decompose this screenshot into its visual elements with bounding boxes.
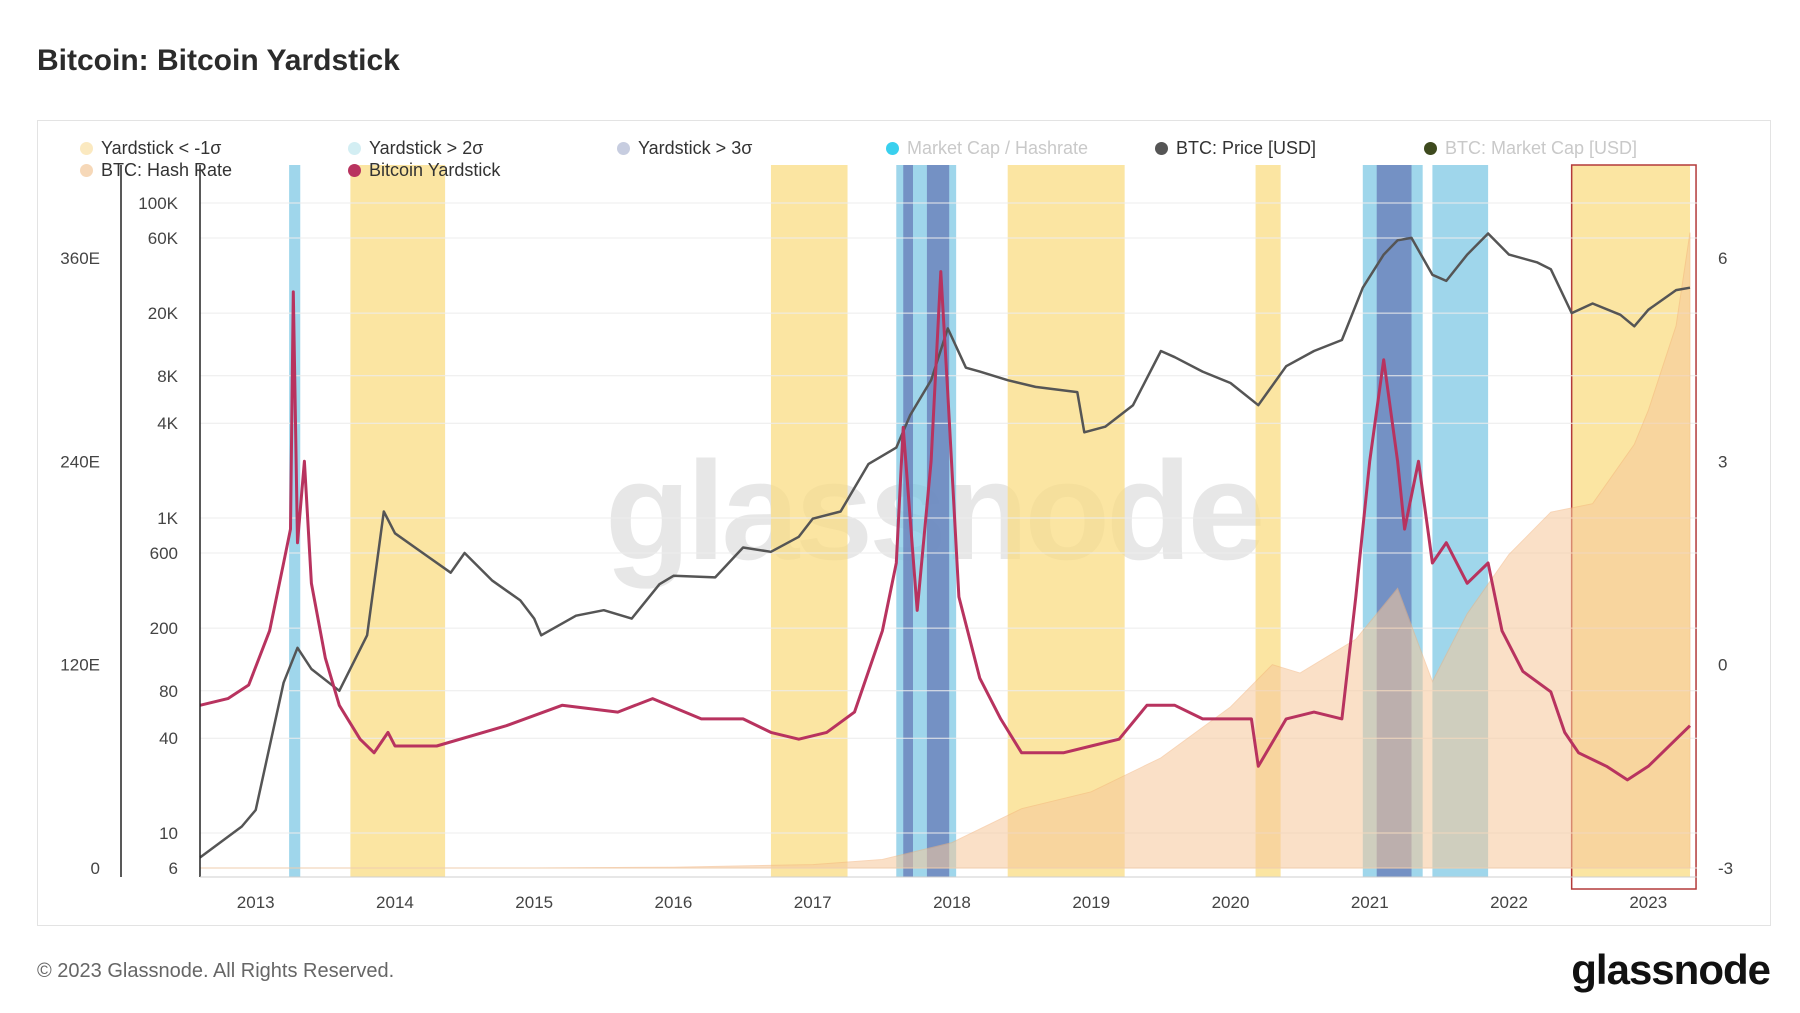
legend-swatch — [80, 164, 93, 177]
hashrate-tick-label: 360E — [60, 249, 100, 268]
band-above-3sigma — [903, 165, 913, 877]
legend-label: Bitcoin Yardstick — [369, 160, 501, 180]
legend: Yardstick < -1σ Yardstick > 2σ Yardstick >… — [80, 138, 1680, 184]
yardstick-tick-label: -3 — [1718, 859, 1733, 878]
x-tick-label: 2022 — [1490, 893, 1528, 912]
legend-swatch — [348, 164, 361, 177]
x-tick-label: 2016 — [655, 893, 693, 912]
axes-layer: 2013 2014 2015 2016 2017 2018 2019 2020 2021 2022… — [60, 165, 1733, 912]
bitcoin-yardstick-line — [199, 270, 1692, 782]
legend-item[interactable]: Yardstick > 2σ — [348, 138, 483, 159]
x-tick-label: 2014 — [376, 893, 414, 912]
legend-label: Market Cap / Hashrate — [907, 138, 1089, 158]
legend-item[interactable]: BTC: Price [USD] — [1155, 138, 1316, 159]
band-above-2sigma — [289, 165, 301, 877]
price-tick-label: 40 — [159, 729, 178, 748]
legend-label: Yardstick < -1σ — [101, 138, 222, 158]
legend-label: BTC: Hash Rate — [101, 160, 233, 180]
copyright-text: © 2023 Glassnode. All Rights Reserved. — [37, 960, 395, 982]
band-below-minus-1sigma — [1007, 165, 1125, 877]
legend-label: Yardstick > 3σ — [638, 138, 753, 158]
price-tick-label: 60K — [148, 229, 179, 248]
legend-swatch — [80, 142, 93, 155]
price-tick-label: 4K — [157, 414, 178, 433]
hash-rate-area — [200, 232, 1691, 869]
band-below-minus-1sigma — [770, 165, 848, 877]
x-tick-label: 2018 — [933, 893, 971, 912]
yardstick-tick-label: 6 — [1718, 249, 1727, 268]
legend-item[interactable]: BTC: Market Cap [USD] — [1424, 138, 1637, 159]
series-layer — [199, 232, 1692, 869]
price-tick-label: 8K — [157, 367, 178, 386]
legend-item[interactable]: Bitcoin Yardstick — [348, 160, 500, 181]
legend-label: BTC: Market Cap [USD] — [1445, 138, 1638, 158]
chart-panel — [37, 120, 1771, 926]
legend-item[interactable]: BTC: Hash Rate — [80, 160, 232, 181]
price-tick-label: 1K — [157, 509, 178, 528]
price-tick-label: 600 — [150, 544, 178, 563]
band-below-minus-1sigma — [350, 165, 446, 877]
legend-item[interactable]: Yardstick > 3σ — [617, 138, 752, 159]
yardstick-tick-label: 3 — [1718, 452, 1727, 471]
legend-swatch — [348, 142, 361, 155]
x-tick-label: 2021 — [1351, 893, 1389, 912]
legend-label: Yardstick > 2σ — [369, 138, 484, 158]
legend-swatch — [617, 142, 630, 155]
legend-item[interactable]: Yardstick < -1σ — [80, 138, 221, 159]
x-tick-label: 2015 — [515, 893, 553, 912]
chart-title: Bitcoin: Bitcoin Yardstick — [37, 44, 400, 77]
price-tick-label: 80 — [159, 682, 178, 701]
legend-swatch — [886, 142, 899, 155]
hashrate-tick-label: 120E — [60, 656, 100, 675]
x-tick-label: 2019 — [1072, 893, 1110, 912]
legend-swatch — [1155, 142, 1168, 155]
price-tick-label: 10 — [159, 824, 178, 843]
yardstick-tick-label: 0 — [1718, 656, 1727, 675]
glassnode-logo: glassnode — [1571, 946, 1771, 993]
x-tick-label: 2013 — [237, 893, 275, 912]
btc-price-line — [199, 232, 1691, 859]
band-above-3sigma — [926, 165, 950, 877]
price-tick-label: 200 — [150, 619, 178, 638]
x-tick-label: 2020 — [1212, 893, 1250, 912]
price-tick-label: 6 — [169, 859, 178, 878]
legend-item[interactable]: Market Cap / Hashrate — [886, 138, 1088, 159]
price-tick-label: 20K — [148, 304, 179, 323]
hashrate-tick-label: 0 — [91, 859, 100, 878]
legend-label: BTC: Price [USD] — [1176, 138, 1317, 158]
legend-swatch — [1424, 142, 1437, 155]
x-tick-label: 2023 — [1629, 893, 1667, 912]
hashrate-tick-label: 240E — [60, 452, 100, 471]
price-tick-label: 100K — [138, 194, 178, 213]
x-tick-label: 2017 — [794, 893, 832, 912]
